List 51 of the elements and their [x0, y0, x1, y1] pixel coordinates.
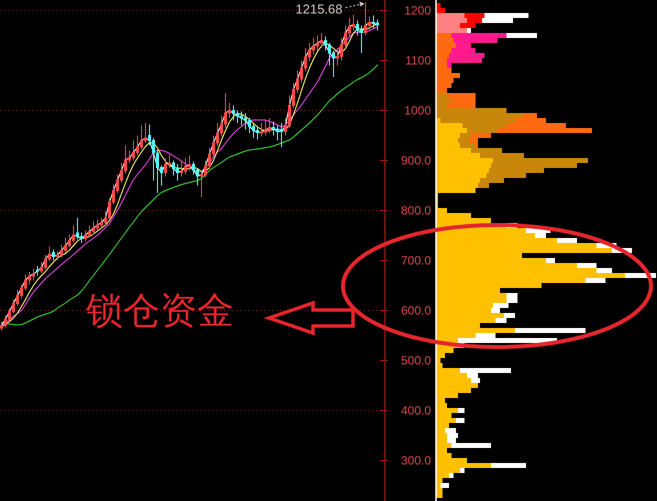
bar: [491, 463, 526, 468]
candlestick: [76, 218, 79, 240]
candlestick: [316, 35, 319, 51]
bar: [456, 418, 465, 423]
candlestick: [96, 219, 99, 231]
candlestick: [240, 111, 243, 126]
bar: [546, 258, 555, 263]
y-tick-label: 1000: [404, 104, 432, 118]
candlestick: [52, 249, 55, 261]
bar: [506, 33, 538, 38]
bar: [557, 238, 577, 243]
y-tick-label: 500.0: [400, 354, 432, 368]
y-tick-label: 1100: [405, 54, 432, 68]
candlestick: [92, 221, 95, 235]
bar: [440, 483, 450, 488]
candlestick: [320, 32, 323, 48]
bar: [515, 328, 586, 333]
bar: [449, 473, 454, 478]
y-tick-label: 900.0: [400, 154, 432, 168]
y-tick-label: 1200: [404, 4, 432, 18]
candlestick: [188, 155, 191, 171]
candlestick: [164, 158, 167, 177]
y-tick-label: 400.0: [400, 404, 432, 418]
candlestick: [32, 268, 35, 281]
candlestick: [244, 112, 247, 130]
candlestick: [268, 118, 271, 134]
bar: [586, 278, 606, 283]
annotation: 1215.68: [296, 2, 342, 17]
bar: [458, 408, 465, 413]
candlestick: [364, 2, 367, 36]
bar: [466, 28, 472, 33]
candlestick: [376, 19, 379, 31]
candlestick: [88, 225, 91, 238]
y-tick-label: 800.0: [400, 204, 432, 218]
bar: [576, 263, 597, 268]
y-tick-label: 700.0: [400, 254, 432, 268]
candlestick: [232, 105, 235, 121]
candlestick: [36, 266, 39, 276]
candlestick: [256, 126, 259, 140]
candlestick: [176, 164, 179, 181]
annotation: 锁仓资金: [85, 291, 234, 332]
candlestick: [184, 158, 187, 175]
y-tick-label: 300.0: [400, 454, 432, 468]
candlestick: [264, 120, 267, 136]
candlestick: [280, 122, 283, 148]
y-tick-label: 600.0: [400, 304, 432, 318]
bar: [596, 268, 612, 273]
candlestick: [372, 15, 375, 28]
candlestick: [180, 160, 183, 177]
bar: [460, 468, 465, 473]
candlestick: [260, 122, 263, 137]
